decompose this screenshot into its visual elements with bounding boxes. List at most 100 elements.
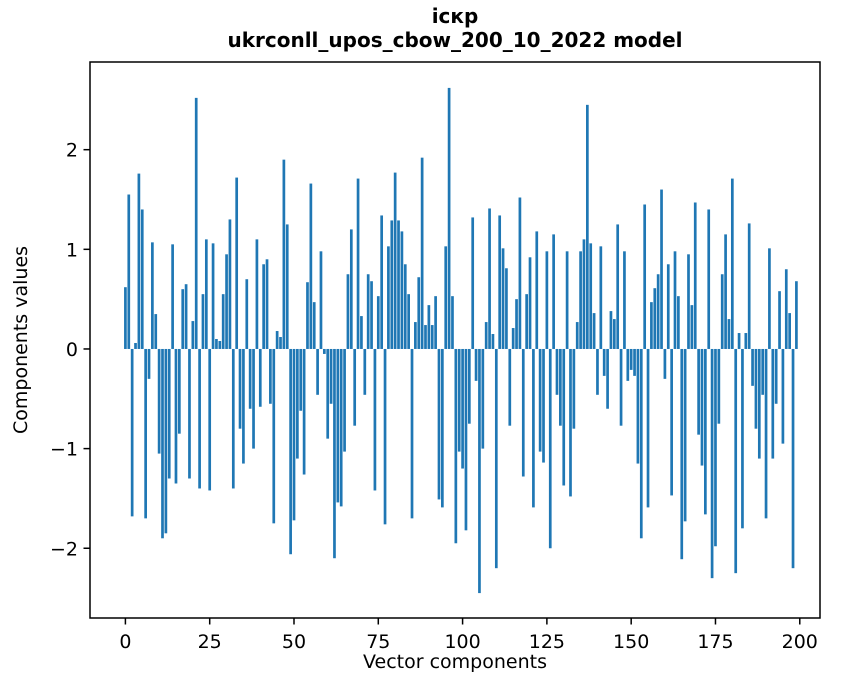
x-tick-label: 175 <box>697 631 733 653</box>
bar <box>407 294 410 349</box>
bar <box>231 348 235 489</box>
bar <box>761 348 765 395</box>
bar <box>349 229 353 349</box>
bar <box>660 189 663 349</box>
bar <box>653 288 657 349</box>
y-axis: −2 −1 0 1 2 <box>50 140 90 560</box>
bar <box>151 242 154 349</box>
bar <box>343 348 346 452</box>
bar <box>528 257 532 349</box>
bar <box>704 348 707 515</box>
bar <box>602 348 606 376</box>
bar <box>464 348 468 531</box>
bar <box>781 348 785 444</box>
bar <box>167 348 171 479</box>
bar <box>171 244 174 349</box>
x-axis-label: Vector components <box>363 651 547 673</box>
bar <box>430 325 434 349</box>
bar <box>633 348 636 376</box>
bar <box>784 269 788 349</box>
bar <box>515 299 518 349</box>
bar <box>154 314 158 349</box>
bar <box>130 348 134 517</box>
chart-title-line2: ukrconll_upos_cbow_200_10_2022 model <box>227 28 682 52</box>
y-tick-label: −1 <box>50 439 78 461</box>
bar <box>188 348 191 479</box>
bar <box>296 348 299 459</box>
bar <box>447 87 451 349</box>
bar <box>589 243 593 349</box>
bar <box>252 348 255 449</box>
bar <box>451 296 454 349</box>
bar <box>279 337 282 349</box>
bar <box>714 348 717 547</box>
bar <box>518 197 522 349</box>
bar <box>258 348 262 407</box>
bar <box>312 302 316 349</box>
bar <box>363 348 367 395</box>
bar <box>302 348 306 475</box>
bar <box>137 173 141 349</box>
bar <box>316 348 319 395</box>
bar <box>666 264 670 349</box>
bar <box>140 209 144 349</box>
bar <box>771 348 775 459</box>
bar <box>572 348 576 429</box>
bar <box>643 204 647 349</box>
bar <box>306 282 309 349</box>
bar <box>511 328 515 349</box>
bar <box>191 321 195 349</box>
bar <box>491 334 495 349</box>
bar <box>400 231 404 349</box>
bar <box>403 264 407 349</box>
bar <box>730 178 734 349</box>
y-tick-label: 1 <box>66 239 78 261</box>
bar <box>124 287 127 349</box>
bar <box>346 274 350 349</box>
bar <box>505 268 508 349</box>
bar <box>471 217 475 349</box>
bar <box>656 274 660 349</box>
bar <box>242 348 245 464</box>
bar <box>376 296 380 349</box>
bar <box>788 313 791 349</box>
bar <box>437 348 441 500</box>
bar <box>215 339 218 349</box>
x-tick-label: 50 <box>282 631 306 653</box>
bar <box>488 208 491 349</box>
bar <box>383 348 387 525</box>
bar <box>545 251 549 349</box>
bar <box>629 348 633 370</box>
bar <box>680 348 684 560</box>
bar <box>410 348 414 519</box>
bar <box>390 220 394 349</box>
bar <box>181 289 185 349</box>
bar <box>626 348 630 381</box>
bar <box>147 348 151 379</box>
x-axis: 0 25 50 75 100 125 150 175 200 <box>119 618 818 653</box>
bar <box>727 319 731 349</box>
bar <box>174 348 178 484</box>
bar <box>248 348 252 409</box>
bar <box>778 291 781 349</box>
bar <box>478 348 481 594</box>
bar <box>333 348 336 559</box>
bar <box>582 239 586 349</box>
bar <box>474 348 478 381</box>
bar <box>339 348 343 507</box>
bar <box>552 234 555 349</box>
x-tick-label: 200 <box>782 631 818 653</box>
bar <box>322 348 326 354</box>
bar <box>751 348 754 386</box>
bar <box>414 322 417 349</box>
bar <box>427 305 431 349</box>
y-tick-label: −2 <box>50 538 78 560</box>
bar <box>454 348 458 544</box>
bar <box>687 254 690 349</box>
bar <box>548 348 552 549</box>
bar <box>717 348 721 424</box>
bar <box>764 348 768 519</box>
bar <box>586 104 589 349</box>
